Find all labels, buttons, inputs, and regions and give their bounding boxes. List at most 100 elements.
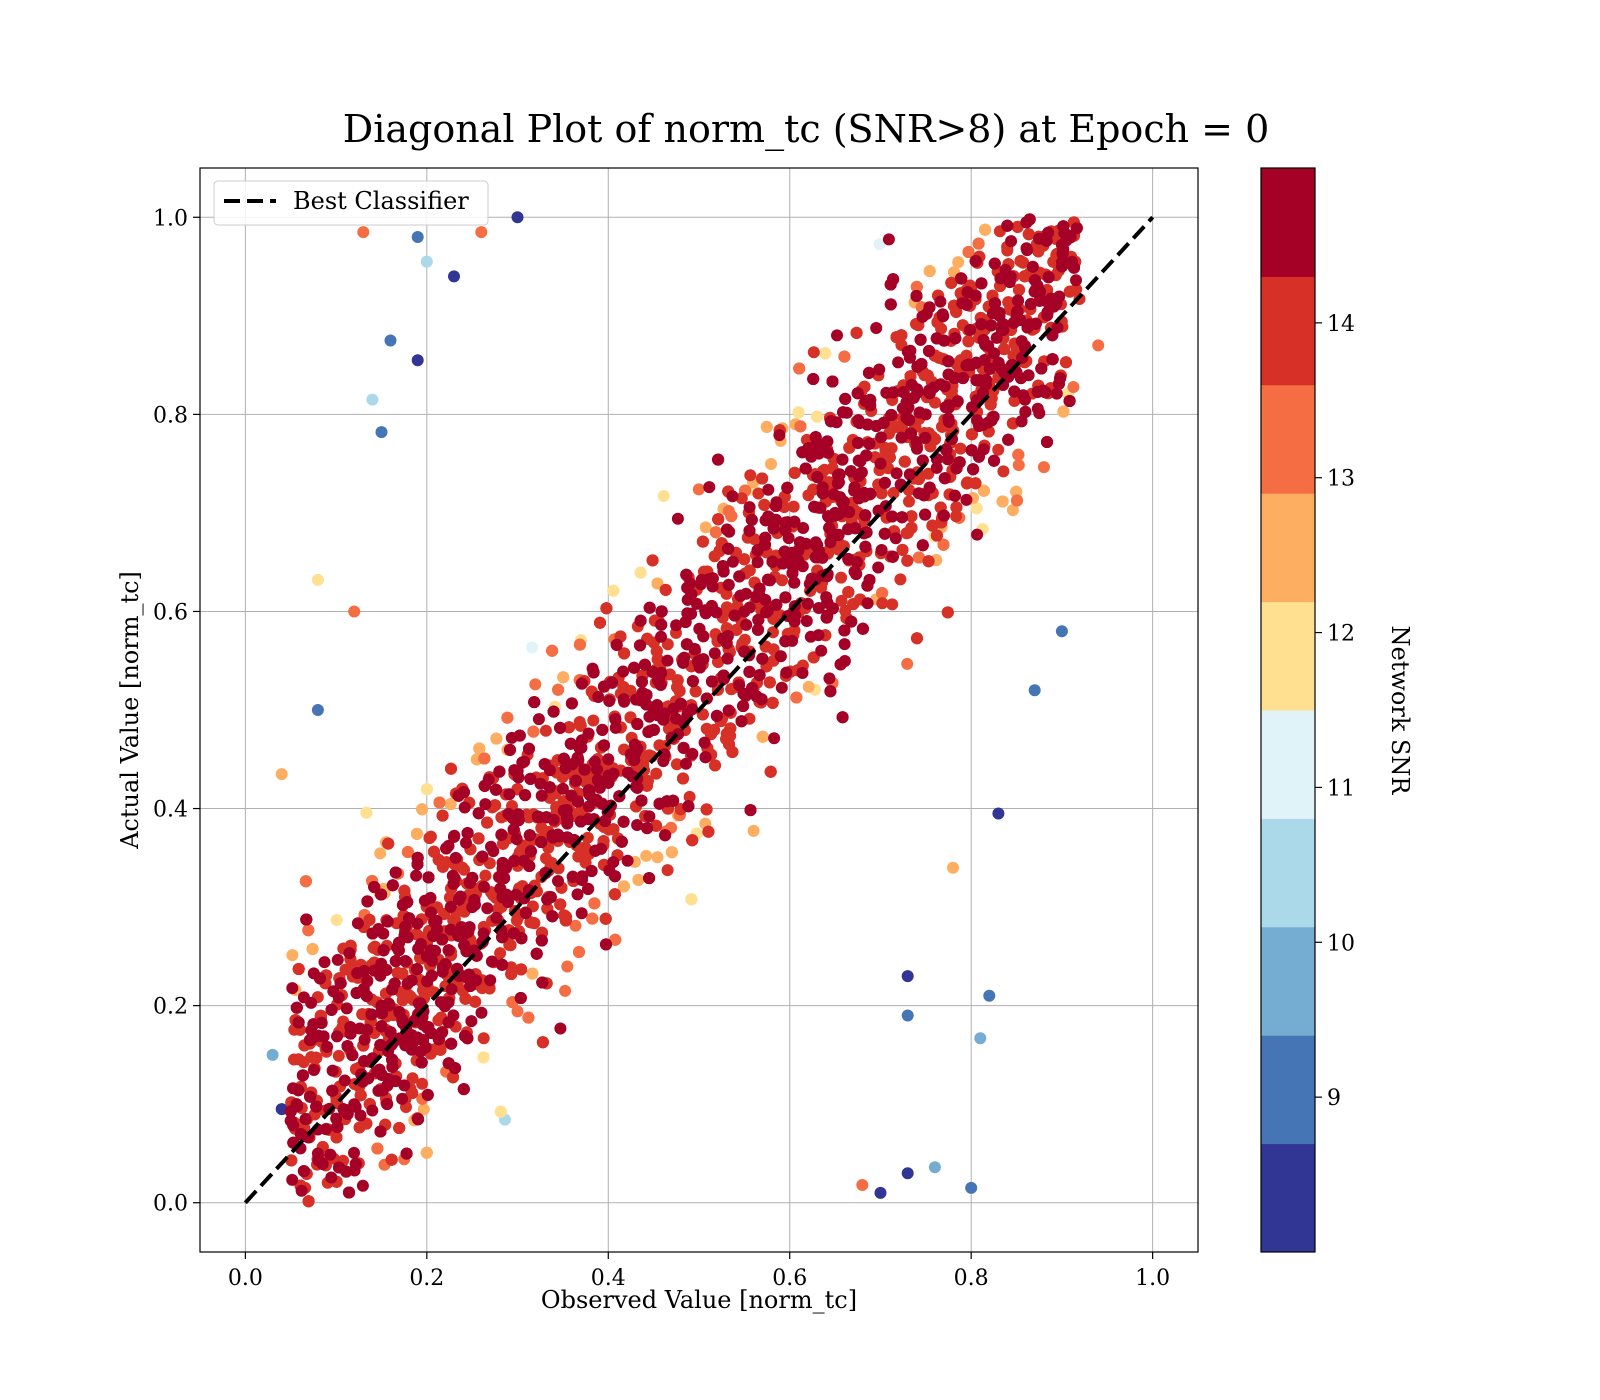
scatter-point [849, 522, 862, 535]
scatter-point [733, 570, 746, 583]
scatter-point [297, 991, 310, 1004]
scatter-point [410, 869, 423, 882]
scatter-point [1063, 395, 1076, 407]
scatter-point [950, 510, 963, 523]
scatter-point [404, 990, 417, 1003]
scatter-point [901, 657, 914, 670]
scatter-point [634, 614, 647, 627]
scatter-point [671, 681, 684, 694]
scatter-point [318, 956, 331, 969]
scatter-point [1026, 260, 1039, 273]
scatter-point [628, 661, 641, 674]
scatter-point [983, 989, 996, 1002]
scatter-point [477, 1032, 490, 1045]
scatter-point [992, 443, 1005, 456]
scatter-point [385, 1153, 398, 1166]
scatter-point [478, 752, 491, 765]
scatter-point [743, 501, 756, 514]
scatter-point [735, 492, 748, 505]
scatter-point [384, 334, 397, 347]
scatter-point [917, 489, 930, 502]
scatter-point [751, 544, 764, 557]
scatter-point [996, 495, 1009, 508]
scatter-point [310, 1100, 323, 1113]
scatter-point [873, 363, 886, 376]
scatter-point [547, 705, 560, 718]
scatter-point [528, 917, 541, 930]
scatter-point [396, 967, 409, 980]
scatter-point [1018, 270, 1031, 283]
scatter-point [747, 824, 760, 837]
scatter-point [930, 529, 943, 542]
scatter-point [680, 757, 692, 770]
scatter-point [828, 509, 841, 522]
scatter-point [487, 845, 500, 858]
scatter-point [824, 415, 837, 428]
scatter-point [479, 798, 492, 811]
scatter-point [399, 920, 412, 933]
scatter-point [702, 825, 715, 838]
scatter-point [563, 721, 575, 734]
scatter-point [573, 946, 585, 958]
scatter-point [655, 605, 668, 618]
scatter-point [511, 1005, 524, 1018]
scatter-point [655, 630, 667, 643]
scatter-point [845, 615, 858, 628]
scatter-point [343, 947, 356, 960]
scatter-point [423, 832, 436, 844]
scatter-point [327, 985, 340, 998]
scatter-point [646, 554, 659, 567]
scatter-point [1005, 235, 1018, 248]
scatter-point [934, 378, 947, 391]
scatter-point [796, 667, 809, 679]
scatter-point [286, 982, 299, 995]
scatter-point [671, 512, 684, 525]
scatter-point [552, 862, 565, 875]
scatter-point [513, 729, 526, 742]
scatter-point [449, 851, 462, 864]
scatter-point [779, 635, 792, 648]
scatter-point [793, 362, 806, 375]
scatter-point [1015, 415, 1028, 428]
scatter-point [576, 870, 589, 883]
scatter-point [541, 893, 554, 906]
scatter-point [717, 669, 730, 682]
scatter-point [615, 835, 628, 848]
scatter-point [489, 799, 502, 812]
scatter-point [275, 1103, 288, 1116]
scatter-point [901, 1009, 914, 1022]
scatter-point [697, 653, 710, 666]
scatter-point [650, 767, 663, 780]
scatter-point [643, 810, 656, 823]
scatter-point [914, 333, 927, 346]
scatter-point [465, 1015, 478, 1028]
scatter-point [661, 864, 674, 877]
scatter-point [565, 697, 578, 710]
scatter-point [776, 574, 789, 587]
scatter-point [330, 914, 343, 926]
scatter-point [706, 675, 718, 688]
scatter-point [957, 372, 969, 385]
scatter-point [756, 652, 769, 665]
scatter-point [416, 1077, 429, 1090]
scatter-point [962, 246, 975, 258]
scatter-point [778, 545, 791, 558]
scatter-point [400, 1147, 413, 1160]
scatter-point [838, 638, 851, 651]
scatter-point [756, 472, 769, 485]
scatter-point [942, 401, 955, 414]
scatter-point [349, 1100, 362, 1113]
scatter-point [836, 711, 849, 724]
scatter-point [975, 277, 988, 290]
scatter-point [923, 301, 936, 314]
scatter-point [856, 622, 869, 635]
scatter-point [406, 1072, 419, 1085]
scatter-point [970, 502, 983, 515]
scatter-point [357, 226, 370, 239]
scatter-point [299, 875, 312, 888]
scatter-point [864, 393, 877, 406]
scatter-point [974, 1032, 987, 1045]
scatter-point [709, 759, 721, 772]
scatter-point [831, 329, 843, 342]
scatter-point [596, 723, 609, 736]
